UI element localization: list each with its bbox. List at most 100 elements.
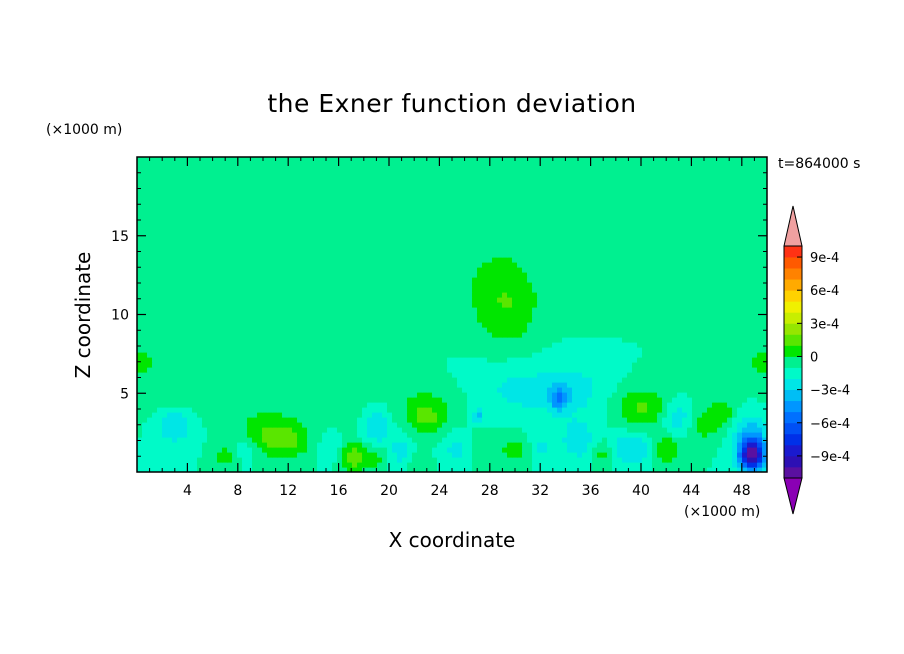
field-cell xyxy=(457,467,463,472)
field-cell xyxy=(292,292,298,298)
field-cell xyxy=(297,307,303,313)
field-cell xyxy=(717,382,723,388)
field-cell xyxy=(332,447,338,453)
field-cell xyxy=(752,317,758,323)
field-cell xyxy=(657,292,663,298)
field-cell xyxy=(762,447,767,453)
field-cell xyxy=(637,292,643,298)
field-cell xyxy=(467,452,473,458)
field-cell xyxy=(237,362,243,368)
field-cell xyxy=(332,467,338,472)
field-cell xyxy=(507,392,513,398)
field-cell xyxy=(722,447,728,453)
field-cell xyxy=(227,457,233,463)
field-cell xyxy=(147,337,153,343)
field-cell xyxy=(597,402,603,408)
field-cell xyxy=(672,312,678,318)
field-cell xyxy=(197,387,203,393)
field-cell xyxy=(562,372,568,378)
field-cell xyxy=(722,337,728,343)
field-cell xyxy=(622,457,628,463)
field-cell xyxy=(267,452,273,458)
field-cell xyxy=(147,287,153,293)
field-cell xyxy=(457,397,463,403)
field-cell xyxy=(527,397,533,403)
field-cell xyxy=(192,332,198,338)
field-cell xyxy=(472,457,478,463)
field-cell xyxy=(382,402,388,408)
field-cell xyxy=(562,452,568,458)
field-cell xyxy=(372,382,378,388)
field-cell xyxy=(247,432,253,438)
field-cell xyxy=(432,372,438,378)
field-cell xyxy=(547,292,553,298)
field-cell xyxy=(182,442,188,448)
field-cell xyxy=(492,457,498,463)
field-cell xyxy=(687,332,693,338)
field-cell xyxy=(157,407,163,413)
field-cell xyxy=(137,467,143,472)
field-cell xyxy=(157,272,163,278)
field-cell xyxy=(607,357,613,363)
field-cell xyxy=(702,342,708,348)
field-cell xyxy=(172,272,178,278)
field-cell xyxy=(522,342,528,348)
field-cell xyxy=(437,337,443,343)
field-cell xyxy=(167,332,173,338)
field-cell xyxy=(552,292,558,298)
field-cell xyxy=(167,412,173,418)
field-cell xyxy=(712,312,718,318)
field-cell xyxy=(692,402,698,408)
field-cell xyxy=(457,342,463,348)
field-cell xyxy=(437,417,443,423)
field-cell xyxy=(402,342,408,348)
field-cell xyxy=(572,277,578,283)
field-cell xyxy=(332,387,338,393)
field-cell xyxy=(592,407,598,413)
field-cell xyxy=(522,427,528,433)
field-cell xyxy=(612,387,618,393)
field-cell xyxy=(152,342,158,348)
field-cell xyxy=(642,337,648,343)
field-cell xyxy=(742,447,748,453)
field-cell xyxy=(557,422,563,428)
field-cell xyxy=(637,327,643,333)
field-cell xyxy=(697,302,703,308)
field-cell xyxy=(392,447,398,453)
field-cell xyxy=(307,377,313,383)
field-cell xyxy=(357,352,363,358)
field-cell xyxy=(507,307,513,313)
field-cell xyxy=(682,447,688,453)
field-cell xyxy=(352,407,358,413)
field-cell xyxy=(197,342,203,348)
field-cell xyxy=(367,297,373,303)
field-cell xyxy=(752,337,758,343)
field-cell xyxy=(377,342,383,348)
field-cell xyxy=(242,377,248,383)
field-cell xyxy=(297,357,303,363)
field-cell xyxy=(292,462,298,468)
field-cell xyxy=(387,297,393,303)
field-cell xyxy=(582,377,588,383)
field-cell xyxy=(607,447,613,453)
field-cell xyxy=(302,467,308,472)
field-cell xyxy=(522,392,528,398)
field-cell xyxy=(532,272,538,278)
field-cell xyxy=(252,287,258,293)
field-cell xyxy=(192,277,198,283)
field-cell xyxy=(212,412,218,418)
field-cell xyxy=(727,317,733,323)
field-cell xyxy=(517,322,523,328)
field-cell xyxy=(502,432,508,438)
field-cell xyxy=(487,367,493,373)
field-cell xyxy=(272,322,278,328)
field-cell xyxy=(592,297,598,303)
field-cell xyxy=(652,282,658,288)
field-cell xyxy=(542,412,548,418)
field-cell xyxy=(327,362,333,368)
field-cell xyxy=(507,292,513,298)
field-cell xyxy=(557,287,563,293)
field-cell xyxy=(602,417,608,423)
field-cell xyxy=(267,412,273,418)
field-cell xyxy=(162,392,168,398)
